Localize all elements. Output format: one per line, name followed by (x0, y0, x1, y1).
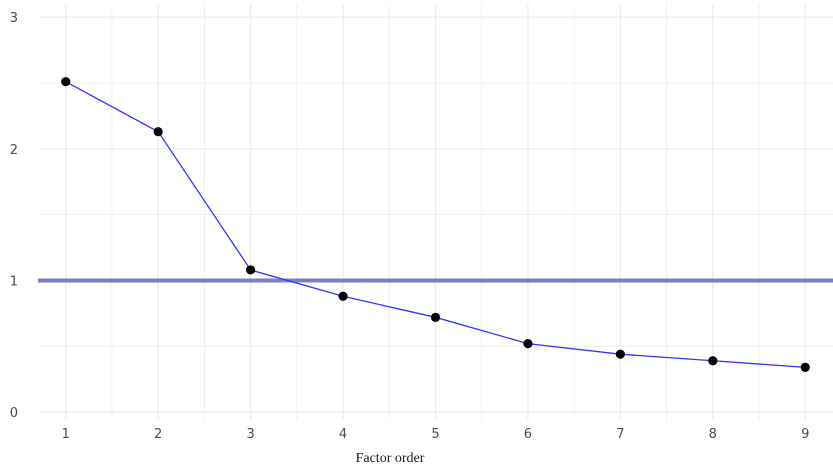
x-tick-label: 3 (246, 427, 254, 442)
data-point (61, 77, 71, 87)
y-tick-label: 0 (10, 406, 18, 421)
x-tick-label: 4 (339, 427, 347, 442)
data-point (338, 291, 348, 301)
x-tick-label: 2 (154, 427, 162, 442)
x-tick-label: 7 (616, 427, 624, 442)
y-tick-label: 3 (10, 11, 18, 26)
data-point (246, 265, 256, 275)
y-tick-label: 2 (10, 143, 18, 158)
data-point (430, 312, 441, 322)
x-tick-label: 1 (62, 427, 70, 442)
data-point (523, 339, 533, 349)
x-axis-title: Factor order (356, 451, 425, 466)
points-layer (61, 77, 810, 372)
x-tick-label: 5 (431, 427, 439, 442)
y-tick-label: 1 (10, 274, 18, 289)
x-tick-labels: 1 2 3 4 5 6 7 8 9 (62, 427, 810, 442)
x-tick-label: 9 (801, 427, 809, 442)
y-tick-labels: 0 1 2 3 (10, 11, 18, 421)
data-point (615, 349, 625, 359)
x-tick-label: 8 (709, 427, 717, 442)
data-point (708, 356, 718, 366)
data-point (800, 362, 810, 372)
x-tick-label: 6 (524, 427, 532, 442)
data-point (153, 127, 163, 137)
